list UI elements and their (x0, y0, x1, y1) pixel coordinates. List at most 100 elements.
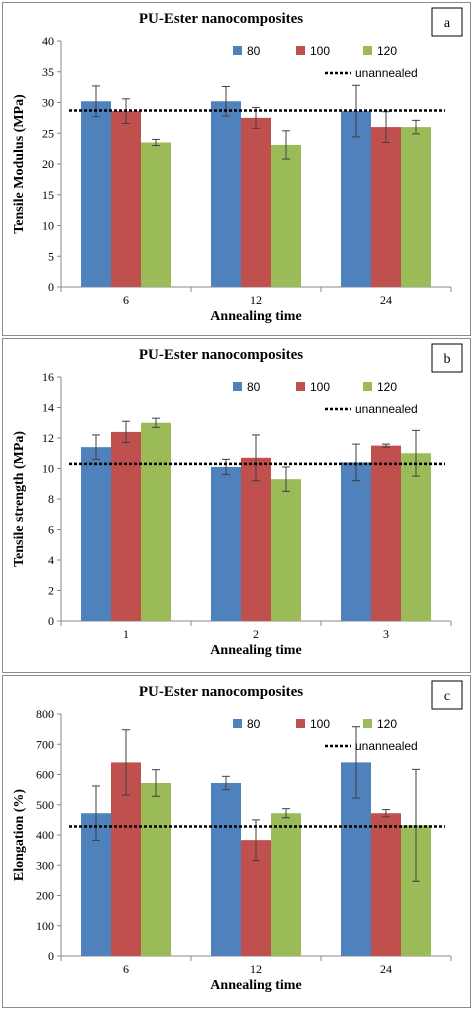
y-tick-label: 800 (36, 707, 54, 721)
y-tick-label: 10 (42, 462, 54, 476)
legend-label-unannealed: unannealed (355, 66, 418, 80)
bar-80-12 (211, 782, 241, 956)
legend-label-120: 120 (377, 717, 397, 731)
bar-80-3 (341, 462, 371, 621)
y-tick-label: 25 (42, 126, 54, 140)
legend-swatch-120 (363, 46, 372, 55)
legend-swatch-80 (233, 719, 242, 728)
x-axis-label: Annealing time (210, 978, 301, 993)
y-tick-label: 6 (48, 523, 54, 537)
x-category-label: 2 (253, 627, 259, 641)
legend-swatch-120 (363, 382, 372, 391)
legend-swatch-100 (296, 46, 305, 55)
y-tick-label: 8 (48, 492, 54, 506)
y-tick-label: 0 (48, 614, 54, 628)
y-tick-label: 12 (42, 431, 54, 445)
x-category-label: 1 (123, 627, 129, 641)
x-category-label: 24 (380, 962, 392, 976)
y-axis-label: Tensile Modulus (MPa) (12, 94, 27, 234)
bar-80-1 (81, 447, 111, 621)
bar-120-24 (401, 127, 431, 287)
y-tick-label: 0 (48, 949, 54, 963)
panel-letter: b (444, 352, 451, 367)
legend-label-80: 80 (247, 380, 261, 394)
panel-letter: c (444, 689, 450, 704)
bar-100-3 (371, 445, 401, 621)
elongation-chart: PU-Ester nanocomposites c 0 100 200 300 400 500… (12, 680, 463, 993)
legend-label-100: 100 (310, 380, 330, 394)
y-tick-label: 35 (42, 65, 54, 79)
y-tick-label: 40 (42, 34, 54, 48)
panel-letter-box (431, 680, 463, 710)
y-tick-label: 200 (36, 889, 54, 903)
bar-80-6 (81, 101, 111, 288)
y-axis-label: Tensile strength (MPa) (12, 431, 27, 567)
bar-100-6 (111, 111, 141, 287)
bar-100-24 (371, 813, 401, 956)
x-axis-label: Annealing time (210, 643, 301, 658)
x-category-label: 12 (250, 293, 262, 307)
legend-label-100: 100 (310, 717, 330, 731)
chart-panel-a: PU-Ester nanocomposites a 0 5 10 15 20 25 30 35 40… (2, 2, 471, 336)
y-axis-label: Elongation (%) (12, 789, 27, 882)
y-tick-label: 5 (48, 249, 54, 263)
chart-title: PU-Ester nanocomposites (139, 11, 303, 27)
panel-letter-box (431, 7, 463, 37)
y-tick-label: 16 (42, 370, 54, 384)
y-tick-label: 700 (36, 737, 54, 751)
y-tick-label: 4 (48, 553, 54, 567)
bar-100-1 (111, 431, 141, 621)
bar-120-6 (141, 782, 171, 956)
chart-panel-b: PU-Ester nanocomposites b 0 2 4 6 8 10 12 14 16 1 2 3… (2, 338, 471, 673)
panel-letter: a (444, 16, 451, 31)
bar-80-2 (211, 466, 241, 621)
legend-swatch-100 (296, 719, 305, 728)
bar-120-6 (141, 142, 171, 287)
legend-label-120: 120 (377, 380, 397, 394)
x-category-label: 3 (383, 627, 389, 641)
y-tick-label: 100 (36, 919, 54, 933)
legend-swatch-100 (296, 382, 305, 391)
legend-label-80: 80 (247, 717, 261, 731)
chart-title: PU-Ester nanocomposites (139, 684, 303, 700)
y-tick-label: 14 (42, 401, 54, 415)
y-tick-label: 0 (48, 280, 54, 294)
y-tick-label: 10 (42, 219, 54, 233)
legend-swatch-80 (233, 46, 242, 55)
tensile-modulus-chart: PU-Ester nanocomposites a 0 5 10 15 20 25 30 35 40… (12, 7, 463, 324)
y-tick-label: 20 (42, 157, 54, 171)
legend-label-100: 100 (310, 44, 330, 58)
chart-panel-c: PU-Ester nanocomposites c 0 100 200 300 400 500… (2, 675, 471, 1008)
bar-120-12 (271, 813, 301, 956)
y-tick-label: 15 (42, 188, 54, 202)
y-tick-label: 500 (36, 798, 54, 812)
x-category-label: 12 (250, 962, 262, 976)
chart-title: PU-Ester nanocomposites (139, 347, 303, 363)
y-tick-label: 2 (48, 584, 54, 598)
x-category-label: 24 (380, 293, 392, 307)
bar-120-2 (271, 479, 301, 621)
y-tick-label: 400 (36, 828, 54, 842)
bar-80-12 (211, 101, 241, 288)
y-tick-label: 30 (42, 96, 54, 110)
bar-120-12 (271, 144, 301, 287)
legend-swatch-80 (233, 382, 242, 391)
x-category-label: 6 (123, 962, 129, 976)
x-category-label: 6 (123, 293, 129, 307)
legend-swatch-120 (363, 719, 372, 728)
x-axis-label: Annealing time (210, 309, 301, 324)
bar-100-2 (241, 457, 271, 621)
bar-100-24 (371, 127, 401, 287)
legend-label-120: 120 (377, 44, 397, 58)
legend-label-80: 80 (247, 44, 261, 58)
y-tick-label: 600 (36, 768, 54, 782)
bar-100-12 (241, 117, 271, 287)
legend-label-unannealed: unannealed (355, 739, 418, 753)
bar-120-3 (401, 453, 431, 621)
panel-letter-box (431, 343, 463, 373)
legend-label-unannealed: unannealed (355, 402, 418, 416)
bar-120-1 (141, 422, 171, 621)
y-tick-label: 300 (36, 858, 54, 872)
bar-80-24 (341, 111, 371, 287)
